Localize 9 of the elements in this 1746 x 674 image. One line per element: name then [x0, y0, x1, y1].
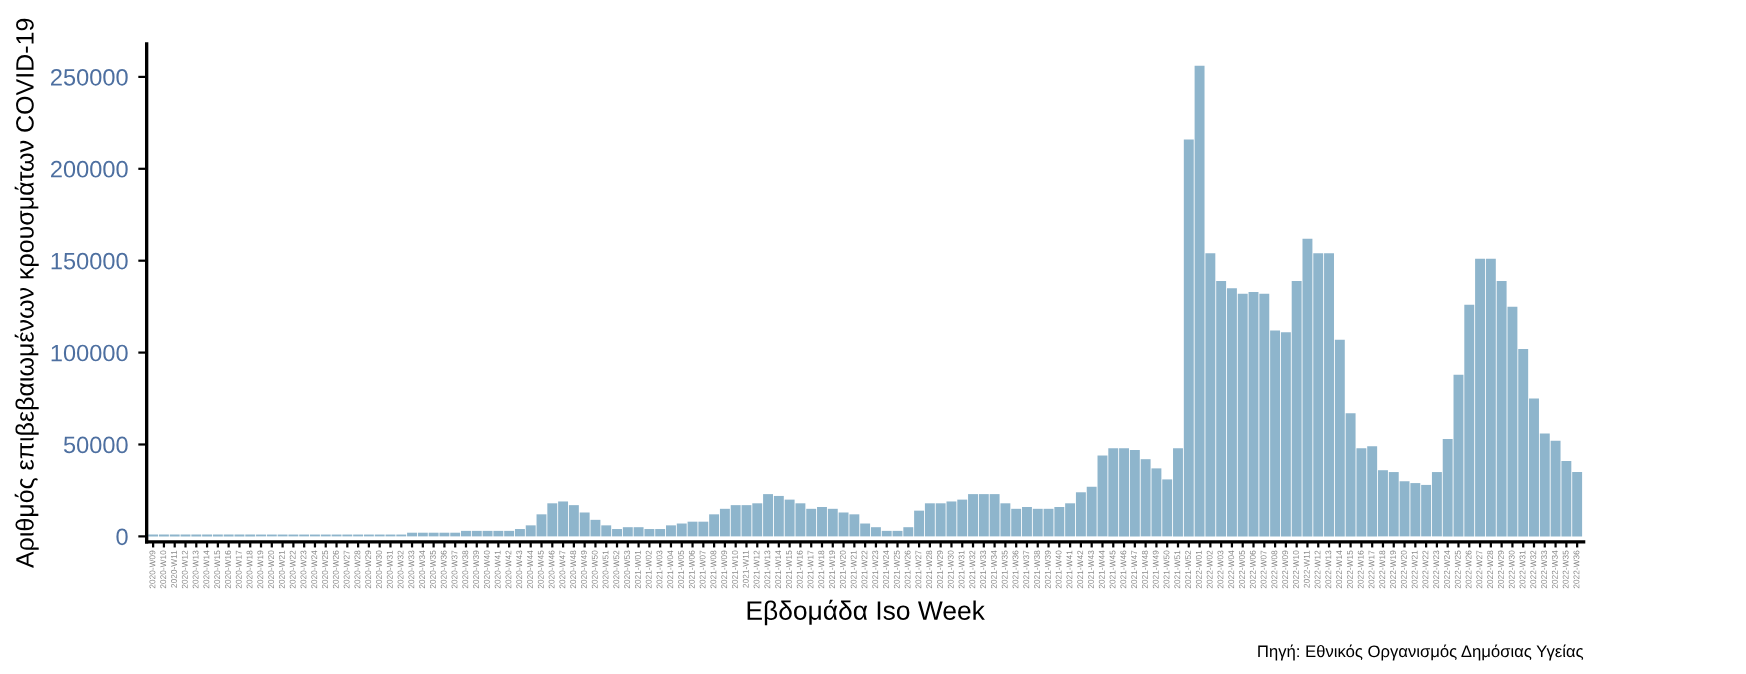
- y-tick-label: 150000: [51, 252, 128, 270]
- text: Πηγή: Εθνικός Οργανισμός Δημόσιας Υγείας: [1258, 644, 1584, 661]
- y-axis-title: Αριθμός επιβεβαιωμένων κρουσμάτων COVID-19: [14, 18, 39, 569]
- y-tick-label: 100000: [51, 344, 128, 362]
- y-tick-label: 250000: [51, 68, 128, 86]
- y-tick-label: 0: [116, 528, 128, 546]
- y-tick-label: 50000: [63, 436, 128, 454]
- y-tick-label: 200000: [51, 160, 128, 178]
- x-axis-title: Εβδομάδα Iso Week: [747, 599, 985, 626]
